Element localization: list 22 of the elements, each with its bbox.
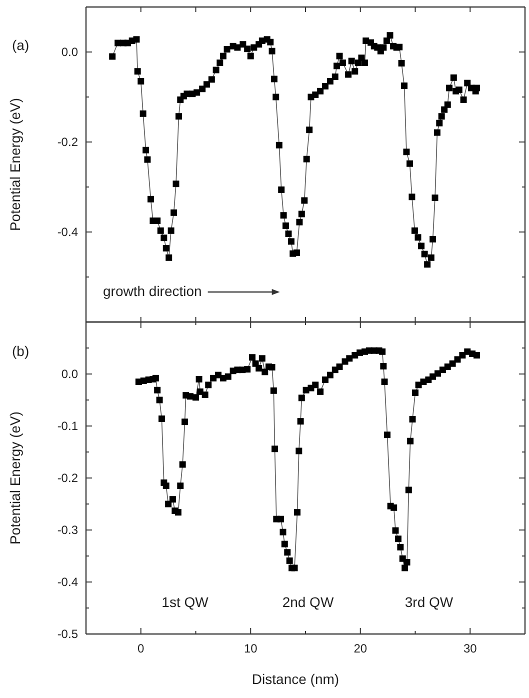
y-tick-label: -0.1 <box>57 418 78 433</box>
y-tick-label: -0.3 <box>57 522 78 537</box>
y-tick-label: 0.0 <box>61 44 78 59</box>
y-tick-label: -0.5 <box>57 626 78 641</box>
x-tick-label: 30 <box>463 642 478 656</box>
annotation: growth direction <box>103 283 202 299</box>
x-axis-title: Distance (nm) <box>252 671 340 687</box>
annotation: 1st QW <box>162 594 210 610</box>
x-tick-label: 20 <box>354 642 368 656</box>
x-tick-label: 0 <box>138 642 145 656</box>
text: (a) <box>12 37 30 53</box>
y-tick-label: -0.4 <box>57 574 78 589</box>
y-tick-label: -0.2 <box>57 134 78 149</box>
y-tick-label: -0.2 <box>57 470 78 485</box>
x-tick-label: 10 <box>244 642 258 656</box>
y-axis-title: Potential Energy (eV) <box>7 98 23 232</box>
y-axis-title: Potential Energy (eV) <box>7 411 23 545</box>
y-tick-label: -0.4 <box>57 224 78 239</box>
annotation: 2nd QW <box>282 594 334 610</box>
annotation: 3rd QW <box>404 594 454 610</box>
text: (b) <box>12 343 30 359</box>
y-tick-label: 0.0 <box>61 366 78 381</box>
